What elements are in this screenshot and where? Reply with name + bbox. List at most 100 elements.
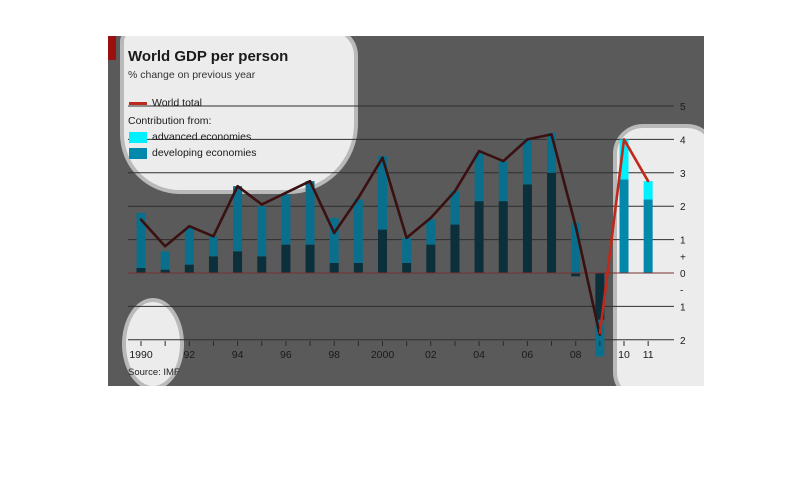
developing-bar [353,262,363,273]
world-total-point [260,203,263,206]
y-tick-label: 2 [680,202,686,213]
world-total-point [212,235,215,238]
developing-bar [522,184,532,273]
world-total-point [622,138,626,141]
legend-world-total-swatch [129,102,147,105]
developing-bar [426,244,436,273]
developing-bar [450,224,460,273]
advanced-bar [208,236,218,257]
world-total-point [284,191,288,195]
developing-bar [305,244,315,273]
developing-bar [136,267,146,273]
developing-bar [329,262,339,273]
world-total-point [163,245,167,248]
legend-advanced-label: advanced economies [152,131,252,143]
x-tick-label: 92 [183,349,195,361]
world-total-point [236,184,239,188]
legend-developing-swatch [129,148,147,159]
chart-title: World GDP per person [128,48,289,65]
advanced-bar [619,139,629,180]
title-highlight-region [120,36,358,194]
developing-bar [184,264,194,273]
world-total-point [139,218,143,221]
advanced-bar [353,199,363,263]
world-total-point [477,149,481,153]
y-tick-label: + [680,252,686,263]
chart-figure: 5 4 3 2 1 +0 - 1 2 1990 92 94 96 98 2000 02 04 06 08 10 11 W… [108,36,704,386]
advanced-bar [184,227,194,265]
world-total-point [453,189,457,193]
advanced-bar [257,206,267,257]
legend-heading: Contribution from: [128,115,212,127]
y-tick-label: 1 [680,236,686,247]
developing-bar [619,179,629,273]
chart-subtitle: % change on previous year [128,69,256,81]
y-tick-label: 2 [680,336,686,347]
y-tick-label: - [680,286,683,297]
developing-bar [281,244,291,273]
developing-bar [643,199,653,273]
legend-developing-label: developing economies [152,147,257,159]
developing-bar [208,256,218,273]
x-tick-label: 08 [570,349,582,361]
world-total-point [646,179,650,183]
developing-bar [498,201,508,273]
world-total-point [381,156,384,159]
world-total-point [429,216,432,220]
world-total-point [357,196,360,200]
advanced-bar [233,186,243,252]
world-total-point [574,225,577,228]
developing-bar [160,269,170,273]
x-tick-label: 02 [425,349,437,361]
developing-bar [257,256,267,273]
advanced-bar [474,152,484,202]
advanced-bar [522,139,532,185]
x-tick-label: 11 [643,349,654,361]
x-tick-label: 96 [280,349,292,361]
advanced-bar [160,251,170,270]
world-total-point [526,138,529,141]
x-tick-label: 04 [473,349,485,361]
x-tick-label: 98 [328,349,340,361]
world-total-point [598,333,602,336]
advanced-bar [378,156,387,230]
advanced-bar [305,181,315,245]
y-tick-label: 5 [680,102,686,113]
y-tick-label: 0 [680,269,686,280]
developing-bar [595,273,605,320]
legend-world-total-label: World total [152,97,202,109]
x-tick-label: 2000 [371,349,395,361]
developing-bar [571,273,581,277]
advanced-bar [547,132,557,173]
world-total-point [308,179,312,183]
advanced-bar [426,219,436,245]
advanced-bar [281,194,291,245]
y-tick-label: 3 [680,169,686,180]
world-total-point [333,231,336,235]
y-tick-label: 4 [680,135,686,146]
advanced-bar [498,161,508,202]
chart-source: Source: IMF [128,367,180,378]
developing-bar [547,172,557,273]
advanced-bar [450,191,460,225]
legend-advanced-swatch [129,132,147,143]
y-tick-label: 1 [680,302,686,313]
advanced-bar [329,217,339,263]
world-total-point [502,159,505,163]
advanced-bar [402,237,412,263]
world-total-point [188,225,191,228]
x-tick-label: 06 [522,349,534,361]
world-total-point [550,133,553,136]
world-total-point [405,236,408,240]
world-total-line [140,133,602,336]
x-tick-label: 94 [232,349,244,361]
advanced-bar [643,181,653,200]
developing-bar [233,251,243,273]
advanced-bar [136,212,146,268]
x-tick-label: 10 [618,349,630,361]
bottom-left-highlight-region [122,298,184,386]
x-tick-label: 1990 [129,349,153,361]
developing-bar [378,229,387,273]
advanced-bar [571,222,581,273]
developing-bar [474,201,484,273]
